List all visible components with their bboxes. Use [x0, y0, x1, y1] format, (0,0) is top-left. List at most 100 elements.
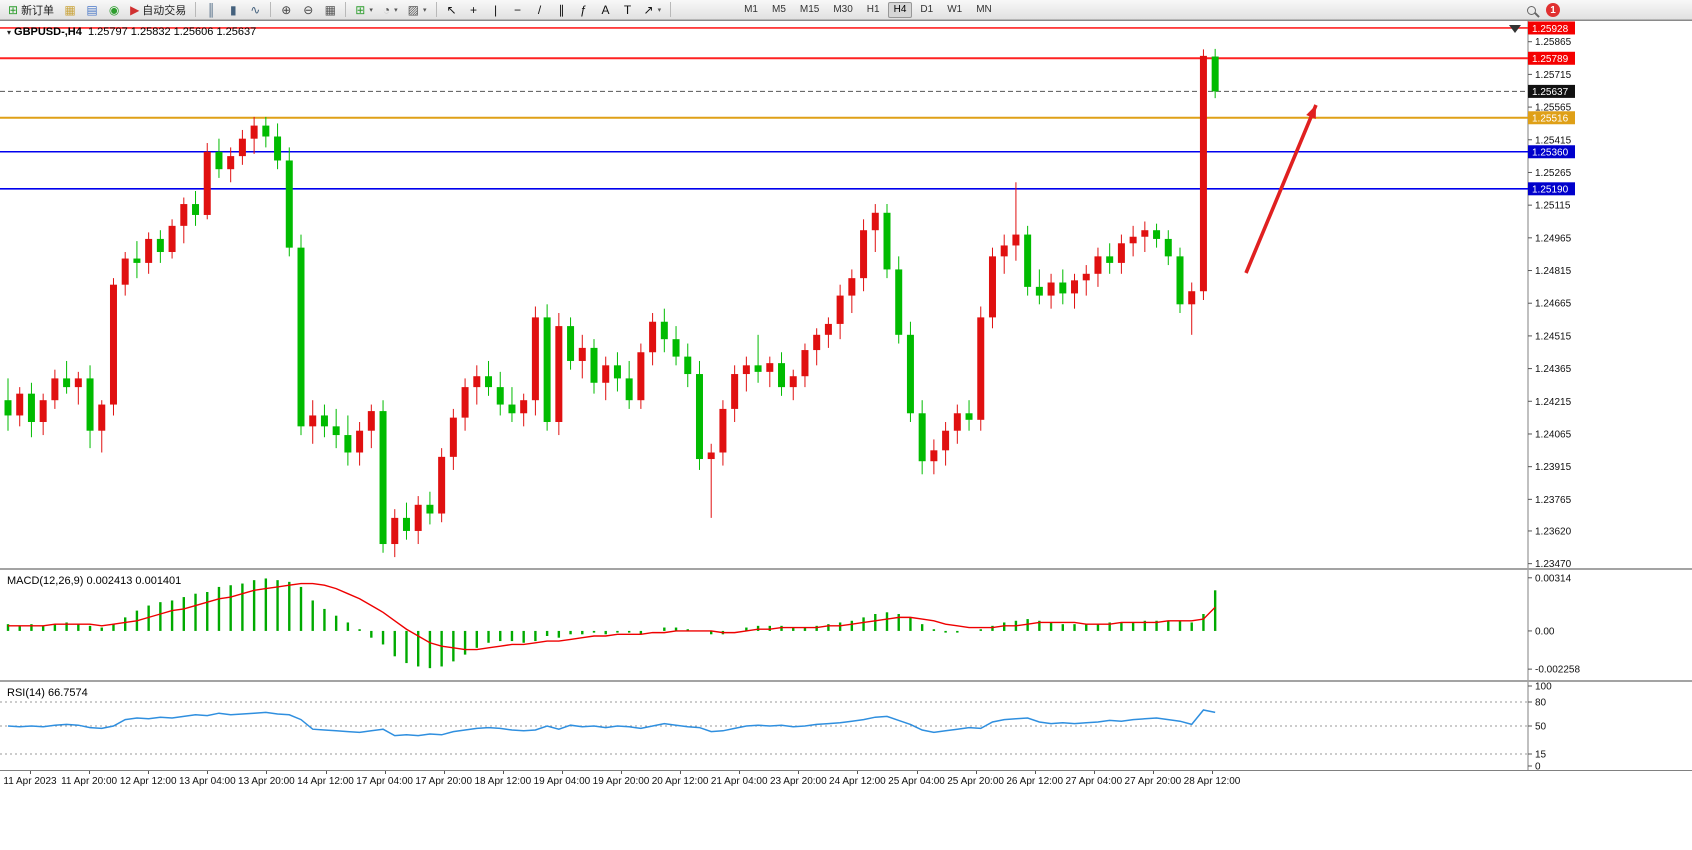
profile-button[interactable]: ▤ — [82, 1, 102, 18]
svg-text:1.24965: 1.24965 — [1535, 233, 1572, 244]
price-label-box — [1528, 182, 1575, 196]
periods-button[interactable]: ◔ ▾ — [379, 1, 402, 18]
arrows-button[interactable]: ↗ ▾ — [640, 1, 666, 18]
timeframe-h4-button[interactable]: H4 — [887, 1, 913, 18]
svg-text:1.25715: 1.25715 — [1535, 70, 1572, 81]
crosshair-icon: + — [469, 2, 477, 17]
time-axis-tick — [1093, 771, 1095, 774]
svg-text:0.00: 0.00 — [1535, 626, 1555, 637]
profile-icon: ▤ — [86, 2, 98, 17]
svg-text:1.24215: 1.24215 — [1535, 397, 1572, 408]
time-axis-label: 27 Apr 04:00 — [1065, 776, 1123, 787]
time-axis-tick — [30, 771, 31, 774]
search-icon[interactable] — [1527, 5, 1536, 15]
svg-text:50: 50 — [1535, 722, 1547, 733]
toolbar: ⊞ 新订单 ▦ ▤ ◉ ▶ 自动交易 ║ ▮ ∿ ⊕ ⊖ ▦ ⊞ ▾ ◔ ▾ ▨ ▾ ↖ + | − / ∥ ƒ A T ↗ ▾ M1 M5 M… — [0, 0, 1692, 20]
svg-text:1.25265: 1.25265 — [1535, 168, 1572, 179]
time-axis-tick — [739, 771, 741, 774]
text-label-button[interactable]: T — [618, 1, 638, 18]
chart-window-button[interactable]: ▦ — [60, 1, 80, 18]
panel-splitter[interactable] — [0, 568, 1692, 570]
channel-button[interactable]: ∥ — [552, 1, 572, 18]
dropdown-caret-icon: ▾ — [369, 6, 373, 14]
line-chart-icon: ∿ — [250, 2, 261, 17]
zoom-out-button[interactable]: ⊖ — [298, 1, 318, 18]
time-axis[interactable]: 11 Apr 2023 11 Apr 20:00 12 Apr 12:00 13 Ap… — [0, 770, 1692, 790]
templates-button[interactable]: ▨ ▾ — [404, 1, 431, 18]
price-label-box — [1528, 21, 1575, 35]
text-button[interactable]: A — [596, 1, 616, 18]
svg-text:15: 15 — [1535, 750, 1547, 761]
rsi-label: RSI(14) 66.7574 — [7, 687, 88, 699]
macd-panel[interactable]: 0.00314 0.00 -0.002258 MACD(12,26,9) 0.002… — [0, 570, 1692, 680]
horizontal-line-button[interactable]: − — [508, 1, 528, 18]
fibonacci-button[interactable]: ƒ — [574, 1, 594, 18]
timeframe-m15-button[interactable]: M15 — [794, 2, 825, 18]
indicators-button[interactable]: ⊞ ▾ — [351, 1, 377, 18]
timeframe-h1-button[interactable]: H1 — [861, 2, 886, 18]
zoom-in-button[interactable]: ⊕ — [276, 1, 296, 18]
trendline-button[interactable]: / — [530, 1, 550, 18]
timeframe-m5-button[interactable]: M5 — [766, 2, 792, 18]
tile-windows-button[interactable]: ▦ — [320, 1, 340, 18]
script-icon: ◉ — [108, 2, 120, 17]
svg-text:1.23470: 1.23470 — [1535, 559, 1572, 568]
svg-text:0.00314: 0.00314 — [1535, 573, 1572, 584]
line-chart-button[interactable]: ∿ — [245, 1, 265, 18]
vertical-line-button[interactable]: | — [486, 1, 506, 18]
svg-text:1.23915: 1.23915 — [1535, 462, 1572, 473]
svg-text:1.25865: 1.25865 — [1535, 37, 1572, 48]
script-button[interactable]: ◉ — [104, 1, 124, 18]
periods-icon: ◔ — [382, 2, 391, 17]
trendline-icon: / — [537, 2, 542, 17]
price-label: 1.25928 — [1532, 24, 1569, 35]
time-axis-label: 25 Apr 04:00 — [888, 776, 945, 787]
chart-window-icon: ▦ — [64, 2, 76, 17]
zoom-in-icon: ⊕ — [281, 2, 292, 17]
candlestick-chart-button[interactable]: ▮ — [223, 1, 243, 18]
chart-menu-icon[interactable]: ▾ — [7, 28, 12, 37]
timeframe-m30-button[interactable]: M30 — [827, 2, 858, 18]
macd-signal-line — [8, 582, 1216, 651]
channel-icon: ∥ — [558, 2, 565, 17]
macd-canvas: 0.00314 0.00 -0.002258 — [6, 570, 1580, 680]
price-chart-canvas[interactable]: 1.25865 1.25715 1.25565 1.25415 1.25265 1.251… — [0, 21, 1692, 568]
cursor-button[interactable]: ↖ — [442, 1, 462, 18]
price-label: 1.25789 — [1532, 54, 1569, 65]
crosshair-button[interactable]: + — [464, 1, 484, 18]
new-order-button[interactable]: ⊞ 新订单 — [4, 1, 58, 18]
chart-title: ▾ GBPUSD-,H4 1.25797 1.25832 1.25606 1.25… — [7, 26, 256, 38]
chart-region: 1.25865 1.25715 1.25565 1.25415 1.25265 1.251… — [0, 20, 1692, 790]
auto-trading-button[interactable]: ▶ 自动交易 — [126, 1, 190, 18]
scroll-to-end-marker[interactable] — [1509, 25, 1521, 33]
price-chart-panel[interactable]: 1.25865 1.25715 1.25565 1.25415 1.25265 1.251… — [0, 21, 1692, 568]
time-axis-label: 12 Apr 12:00 — [119, 776, 177, 787]
indicators-icon: ⊞ — [355, 2, 366, 17]
fibonacci-icon: ƒ — [580, 2, 587, 17]
price-label: 1.25190 — [1532, 185, 1569, 196]
svg-text:1.23765: 1.23765 — [1535, 495, 1572, 506]
time-axis-tick — [1034, 771, 1036, 774]
notification-badge[interactable]: 1 — [1546, 3, 1560, 17]
price-label: 1.25516 — [1532, 114, 1569, 125]
trend-arrow-annotation[interactable] — [1244, 104, 1318, 274]
timeframe-mn-button[interactable]: MN — [970, 2, 998, 18]
svg-text:1.25415: 1.25415 — [1535, 135, 1572, 146]
toolbar-right-group: 1 — [1527, 0, 1560, 20]
toolbar-separator — [435, 2, 437, 17]
time-axis-tick — [680, 771, 682, 774]
bar-chart-button[interactable]: ║ — [201, 1, 221, 18]
time-axis-label: 28 Apr 12:00 — [1183, 776, 1241, 787]
time-axis-label: 19 Apr 20:00 — [592, 776, 650, 787]
time-axis-tick — [561, 771, 563, 774]
templates-icon: ▨ — [407, 2, 419, 17]
time-axis-label: 17 Apr 20:00 — [415, 776, 473, 787]
timeframe-m1-button[interactable]: M1 — [738, 2, 764, 18]
timeframe-d1-button[interactable]: D1 — [914, 2, 939, 18]
timeframe-w1-button[interactable]: W1 — [941, 2, 968, 18]
panel-splitter[interactable] — [0, 680, 1692, 682]
svg-text:100: 100 — [1535, 682, 1552, 693]
time-axis-tick — [621, 771, 622, 774]
horizontal-lines[interactable]: 1.25928 1.25789 1.25637 1.25516 1.25360 1.251… — [0, 21, 1575, 196]
rsi-panel[interactable]: 100 80 50 15 0 RSI(14) 66.7574 — [0, 682, 1692, 770]
